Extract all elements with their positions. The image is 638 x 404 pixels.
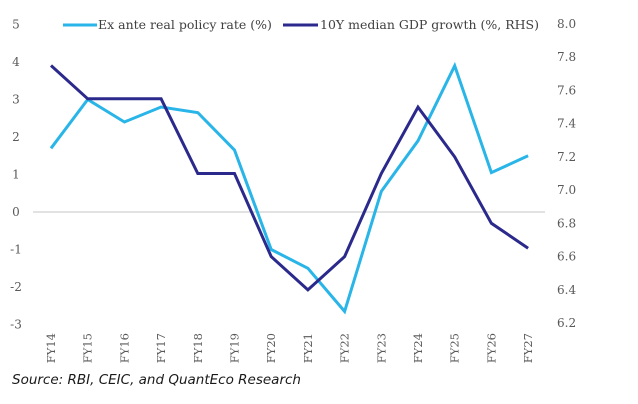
x-tick-label: FY14 xyxy=(44,333,58,363)
x-tick-label: FY15 xyxy=(81,333,95,363)
left-tick-label: 5 xyxy=(12,18,20,32)
x-tick-label: FY20 xyxy=(264,333,278,363)
x-tick-label: FY26 xyxy=(484,333,498,363)
left-tick-label: -2 xyxy=(10,280,22,294)
right-axis-ticks: 8.0 7.8 7.6 7.4 7.2 7.0 6.8 6.6 6.4 6.2 xyxy=(557,17,576,330)
right-tick-label: 7.6 xyxy=(557,83,576,97)
right-tick-label: 7.0 xyxy=(557,183,576,197)
x-tick-label: FY25 xyxy=(448,333,462,363)
legend-label-gdp-growth: 10Y median GDP growth (%, RHS) xyxy=(320,17,539,32)
right-tick-label: 7.4 xyxy=(557,117,576,131)
right-tick-label: 6.2 xyxy=(557,316,576,330)
right-tick-label: 7.8 xyxy=(557,50,576,64)
left-tick-label: 2 xyxy=(12,130,20,144)
left-tick-label: 1 xyxy=(12,168,20,182)
series-lines xyxy=(49,61,529,315)
x-tick-label: FY24 xyxy=(411,333,425,363)
right-tick-label: 8.0 xyxy=(557,17,576,31)
x-tick-label: FY16 xyxy=(117,333,131,363)
series-line-policy-rate xyxy=(49,61,529,315)
right-tick-label: 7.2 xyxy=(557,150,576,164)
legend-label-policy-rate: Ex ante real policy rate (%) xyxy=(98,17,272,32)
right-tick-label: 6.6 xyxy=(557,250,576,264)
x-tick-label: FY22 xyxy=(338,333,352,363)
left-tick-label: -3 xyxy=(10,318,22,332)
left-tick-label: 3 xyxy=(12,93,20,107)
left-axis-ticks: 5 4 3 2 1 0 -1 -2 -3 xyxy=(10,18,22,332)
right-tick-label: 6.8 xyxy=(557,216,576,230)
left-tick-label: -1 xyxy=(10,243,22,257)
x-axis-ticks: FY14 FY15 FY16 FY17 FY18 FY19 FY20 FY21 FY22 FY23… xyxy=(44,333,535,363)
left-tick-label: 0 xyxy=(12,205,20,219)
source-note: Source: RBI, CEIC, and QuantEco Research xyxy=(12,372,301,388)
x-tick-label: FY21 xyxy=(301,333,315,363)
x-tick-label: FY27 xyxy=(521,333,535,363)
x-tick-label: FY18 xyxy=(191,333,205,363)
left-tick-label: 4 xyxy=(12,55,20,69)
right-tick-label: 6.4 xyxy=(557,283,576,297)
x-tick-label: FY19 xyxy=(228,333,242,363)
x-tick-label: FY17 xyxy=(154,333,168,363)
x-tick-label: FY23 xyxy=(374,333,388,363)
legend: Ex ante real policy rate (%) 10Y median … xyxy=(63,17,539,32)
series-line-gdp-growth xyxy=(49,64,529,292)
